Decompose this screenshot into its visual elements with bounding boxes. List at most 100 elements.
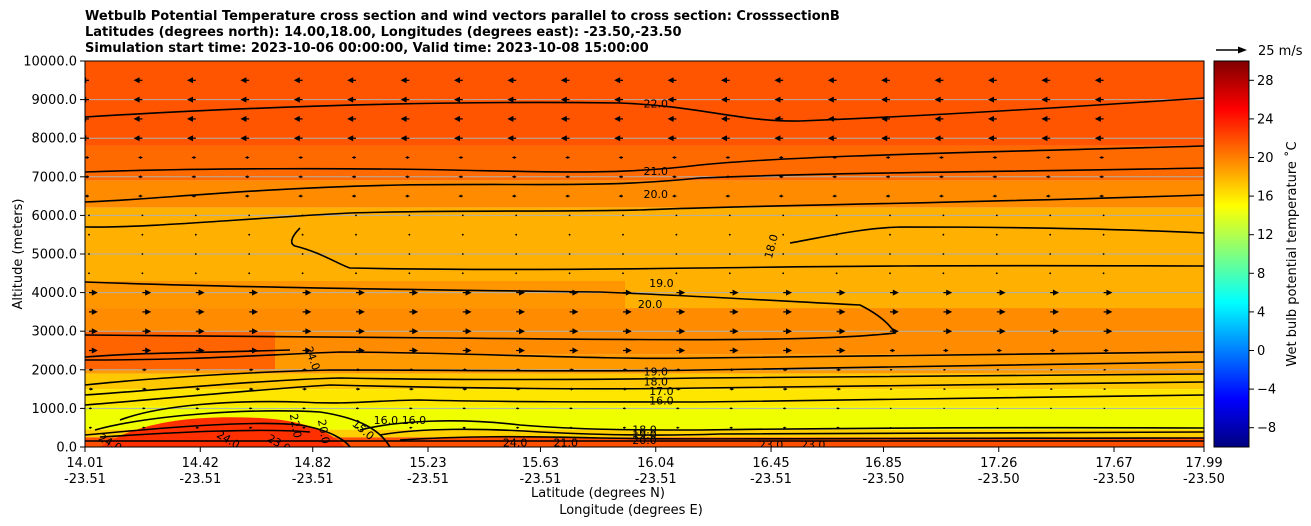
contour-label: 24.0 bbox=[503, 436, 528, 449]
wind-arrow bbox=[839, 328, 846, 335]
colorbar-tick-label: 16 bbox=[1257, 190, 1274, 205]
wind-arrow bbox=[667, 96, 674, 103]
wind-arrow bbox=[298, 155, 302, 160]
wind-arrow bbox=[997, 427, 999, 429]
fill-band bbox=[85, 331, 275, 370]
wind-arrow bbox=[570, 407, 573, 410]
wind-arrow bbox=[90, 368, 94, 372]
wind-arrow bbox=[625, 328, 632, 335]
contour-line bbox=[99, 429, 311, 438]
wind-arrow bbox=[519, 328, 525, 335]
wind-arrow bbox=[672, 194, 676, 198]
wind-arrow bbox=[187, 77, 193, 84]
wind-arrow bbox=[145, 289, 152, 296]
wind-arrow bbox=[624, 368, 628, 372]
wind-arrow bbox=[732, 289, 739, 296]
contour-label: 16.0 bbox=[649, 395, 674, 408]
wind-arrow bbox=[732, 347, 739, 354]
wind-arrow bbox=[252, 347, 258, 354]
wind-arrow bbox=[728, 233, 731, 236]
wind-arrow bbox=[187, 96, 193, 103]
chart-title: Wetbulb Potential Temperature cross sect… bbox=[85, 9, 840, 57]
wind-arrow bbox=[999, 289, 1006, 296]
colorbar-tick-label: −4 bbox=[1257, 383, 1276, 398]
wind-arrow bbox=[91, 328, 98, 335]
wind-arrow bbox=[942, 214, 945, 217]
wind-arrow bbox=[988, 135, 994, 142]
wind-arrow bbox=[410, 426, 413, 429]
wind-arrow bbox=[293, 96, 300, 103]
wind-arrow bbox=[889, 272, 891, 275]
wind-arrow bbox=[774, 77, 781, 84]
wind-arrow bbox=[517, 368, 521, 372]
wind-arrow bbox=[143, 426, 146, 429]
wind-arrow bbox=[728, 272, 731, 275]
wind-arrow bbox=[995, 233, 998, 236]
x-tick-label-lat: 16.04 bbox=[637, 456, 674, 471]
wind-arrow bbox=[347, 115, 354, 122]
wind-arrow bbox=[1099, 175, 1103, 179]
wind-arrow bbox=[465, 308, 472, 315]
wind-arrow bbox=[197, 368, 201, 372]
wind-arrow bbox=[624, 387, 628, 391]
wind-arrow bbox=[881, 135, 888, 142]
wind-arrow bbox=[248, 272, 251, 275]
wind-arrow bbox=[1105, 348, 1109, 353]
wind-arrow bbox=[995, 214, 998, 217]
wind-arrow bbox=[728, 253, 731, 255]
wind-arrow bbox=[357, 368, 361, 372]
wind-arrow bbox=[618, 175, 622, 179]
wind-arrow bbox=[198, 347, 205, 354]
wind-arrow bbox=[997, 368, 1000, 371]
wind-arrow bbox=[519, 308, 525, 315]
wind-arrow bbox=[565, 194, 569, 198]
wind-arrow bbox=[145, 328, 152, 335]
fill-band bbox=[85, 429, 1204, 438]
wind-arrow bbox=[187, 135, 193, 142]
contour-label: 19.0 bbox=[632, 429, 657, 442]
x-tick-label-lon: -23.50 bbox=[863, 472, 905, 487]
wind-arrow bbox=[721, 115, 727, 122]
wind-arrow bbox=[568, 214, 571, 217]
wind-arrow bbox=[832, 175, 836, 179]
wind-arrow bbox=[1049, 272, 1052, 275]
wind-arrow bbox=[511, 194, 515, 198]
x-tick-label-lon: -23.51 bbox=[750, 472, 792, 487]
wind-arrow bbox=[355, 214, 357, 217]
wind-arrow bbox=[1050, 388, 1053, 391]
contour-label: 22.0 bbox=[287, 413, 304, 439]
wind-arrow bbox=[400, 115, 407, 122]
wind-arrow bbox=[1104, 368, 1107, 371]
wind-arrow bbox=[197, 387, 201, 391]
contour-label: 20.0 bbox=[632, 434, 657, 447]
wind-arrow bbox=[731, 368, 735, 372]
wind-arrow bbox=[454, 96, 460, 103]
contour-label: 21.0 bbox=[554, 436, 579, 449]
wind-arrow bbox=[141, 272, 144, 275]
wind-arrow bbox=[303, 387, 307, 391]
wind-arrow bbox=[943, 427, 946, 429]
wind-arrow bbox=[133, 115, 140, 122]
wind-arrow bbox=[240, 96, 247, 103]
wind-arrow bbox=[301, 253, 304, 255]
wind-arrow bbox=[786, 347, 792, 354]
wind-arrow bbox=[358, 308, 365, 315]
wind-arrow bbox=[995, 253, 998, 255]
wind-arrow bbox=[194, 272, 197, 275]
wind-arrow bbox=[837, 387, 841, 391]
wind-arrow bbox=[892, 289, 899, 296]
wind-arrow bbox=[618, 194, 622, 198]
quiver-key-label: 25 m/s bbox=[1258, 44, 1303, 59]
wind-arrow bbox=[934, 115, 941, 122]
wind-arrow bbox=[305, 328, 312, 335]
wind-arrow bbox=[145, 308, 152, 315]
contour-line bbox=[85, 349, 291, 358]
contour-label: 17.0 bbox=[649, 385, 674, 398]
wind-arrow bbox=[458, 194, 462, 198]
wind-arrow bbox=[786, 328, 792, 335]
x-tick-label-lon: -23.51 bbox=[407, 472, 449, 487]
wind-arrow bbox=[248, 253, 251, 255]
wind-arrow bbox=[988, 77, 994, 84]
wind-arrow bbox=[303, 368, 307, 372]
contour-line bbox=[85, 381, 1204, 406]
